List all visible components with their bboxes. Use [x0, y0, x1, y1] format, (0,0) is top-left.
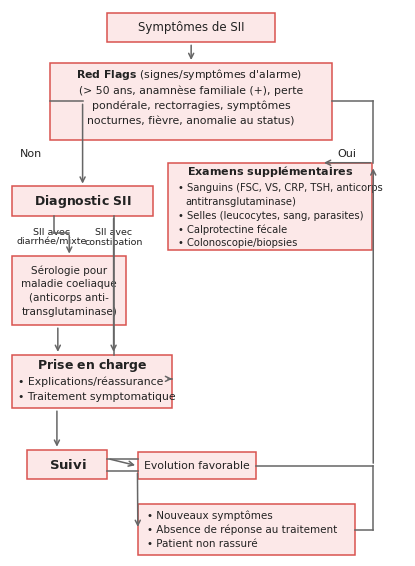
Text: $\mathbf{Suivi}$: $\mathbf{Suivi}$: [49, 457, 86, 471]
Text: $\mathbf{Diagnostic\ SII}$: $\mathbf{Diagnostic\ SII}$: [34, 192, 132, 209]
Text: Evolution favorable: Evolution favorable: [144, 461, 250, 471]
FancyBboxPatch shape: [12, 186, 153, 216]
Text: • Absence de réponse au traitement: • Absence de réponse au traitement: [147, 525, 338, 535]
Text: antitransglutaminase): antitransglutaminase): [186, 196, 296, 207]
Text: nocturnes, fièvre, anomalie au status): nocturnes, fièvre, anomalie au status): [88, 117, 295, 127]
Text: Oui: Oui: [338, 149, 357, 159]
Text: Symptômes de SII: Symptômes de SII: [138, 22, 244, 35]
Text: • Sanguins (FSC, VS, CRP, TSH, anticorps: • Sanguins (FSC, VS, CRP, TSH, anticorps: [178, 183, 383, 192]
Text: SII avec
constipation: SII avec constipation: [84, 228, 143, 247]
FancyBboxPatch shape: [138, 504, 355, 555]
Text: • Selles (leucocytes, sang, parasites): • Selles (leucocytes, sang, parasites): [178, 211, 363, 221]
Text: • Nouveaux symptômes: • Nouveaux symptômes: [147, 511, 273, 521]
Text: Non: Non: [20, 149, 42, 159]
Text: $\mathbf{Examens\ supplémentaires}$: $\mathbf{Examens\ supplémentaires}$: [187, 165, 353, 179]
Text: pondérale, rectorragies, symptômes: pondérale, rectorragies, symptômes: [92, 101, 290, 112]
Text: (> 50 ans, anamnèse familiale (+), perte: (> 50 ans, anamnèse familiale (+), perte: [79, 85, 303, 96]
Text: $\mathbf{Red\ Flags}$ (signes/symptômes d'alarme): $\mathbf{Red\ Flags}$ (signes/symptômes …: [76, 67, 303, 82]
FancyBboxPatch shape: [50, 63, 332, 140]
FancyBboxPatch shape: [12, 355, 172, 408]
FancyBboxPatch shape: [138, 452, 256, 479]
Text: • Patient non rassuré: • Patient non rassuré: [147, 539, 258, 549]
FancyBboxPatch shape: [27, 449, 107, 479]
Text: Sérologie pour
maladie coeliaque
(anticorps anti-
transglutaminase): Sérologie pour maladie coeliaque (antico…: [22, 265, 117, 316]
Text: • Explications/réassurance: • Explications/réassurance: [18, 376, 163, 387]
Text: $\mathbf{Prise\ en\ charge}$: $\mathbf{Prise\ en\ charge}$: [37, 357, 147, 374]
Text: SII avec
diarrhée/mixte: SII avec diarrhée/mixte: [17, 228, 87, 247]
Text: • Traitement symptomatique: • Traitement symptomatique: [18, 392, 176, 401]
FancyBboxPatch shape: [12, 256, 127, 325]
Text: • Calprotectine fécale: • Calprotectine fécale: [178, 225, 287, 235]
Text: • Colonoscopie/biopsies: • Colonoscopie/biopsies: [178, 238, 297, 248]
FancyBboxPatch shape: [168, 163, 372, 250]
FancyBboxPatch shape: [107, 13, 275, 42]
